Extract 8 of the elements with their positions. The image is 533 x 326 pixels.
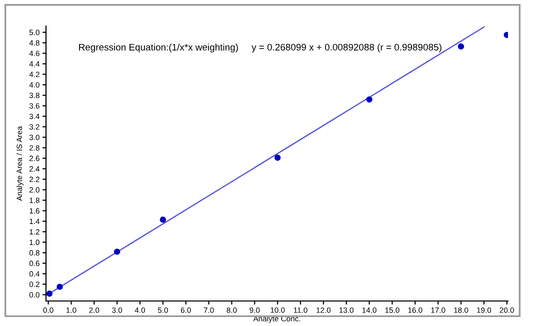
- point: [46, 290, 53, 297]
- point: [114, 248, 120, 255]
- point: [56, 284, 63, 290]
- point: [458, 43, 464, 50]
- annotation: Regression Equation:(1/x*x weighting) y = 0.268099 x + 0.00892088 (r = 0.9989085): [79, 44, 442, 52]
- point: [366, 96, 372, 103]
- point: [274, 154, 281, 161]
- point: [160, 216, 166, 223]
